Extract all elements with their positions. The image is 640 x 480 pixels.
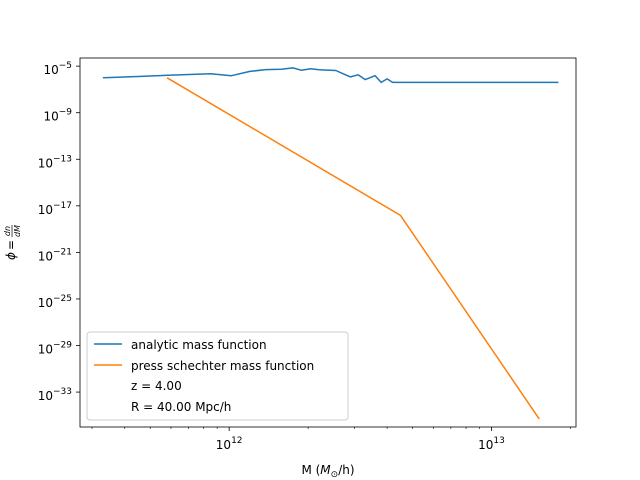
y-tick-label-5: 10−25 [38, 294, 72, 310]
plot-area [102, 67, 559, 420]
svg-text:dn: dn [3, 226, 12, 236]
svg-text:=: = [4, 240, 18, 250]
y-axis: 10−5 10−9 10−13 10−17 10−21 10−25 10−29 10−33 [38, 61, 80, 403]
svg-text:ϕ: ϕ [4, 252, 18, 260]
svg-text:dM: dM [13, 225, 22, 237]
y-tick-label-6: 10−29 [38, 341, 73, 357]
x-tick-label-0: 1012 [216, 436, 243, 452]
y-axis-label: ϕ = dn dM [3, 225, 22, 260]
y-tick-label-4: 10−21 [38, 247, 72, 263]
series-line-0 [102, 67, 559, 84]
legend-radius: R = 40.00 Mpc/h [131, 400, 231, 414]
x-axis-label: M (M⊙/h) [301, 463, 354, 480]
legend: analytic mass function press schechter m… [86, 331, 349, 421]
axes-frame [79, 57, 577, 428]
legend-label-analytic: analytic mass function [131, 338, 267, 352]
legend-box [86, 331, 349, 421]
legend-redshift: z = 4.00 [131, 379, 182, 393]
series-line-1 [166, 77, 540, 420]
y-tick-label-3: 10−17 [38, 201, 72, 217]
x-tick-label-1: 1013 [478, 436, 505, 452]
legend-label-press-schechter: press schechter mass function [131, 359, 314, 373]
x-axis: 1012 1013 [91, 427, 571, 452]
y-tick-label-2: 10−13 [38, 154, 72, 170]
y-tick-label-0: 10−5 [43, 61, 72, 77]
y-tick-label-7: 10−33 [38, 387, 72, 403]
y-tick-label-1: 10−9 [43, 108, 72, 124]
